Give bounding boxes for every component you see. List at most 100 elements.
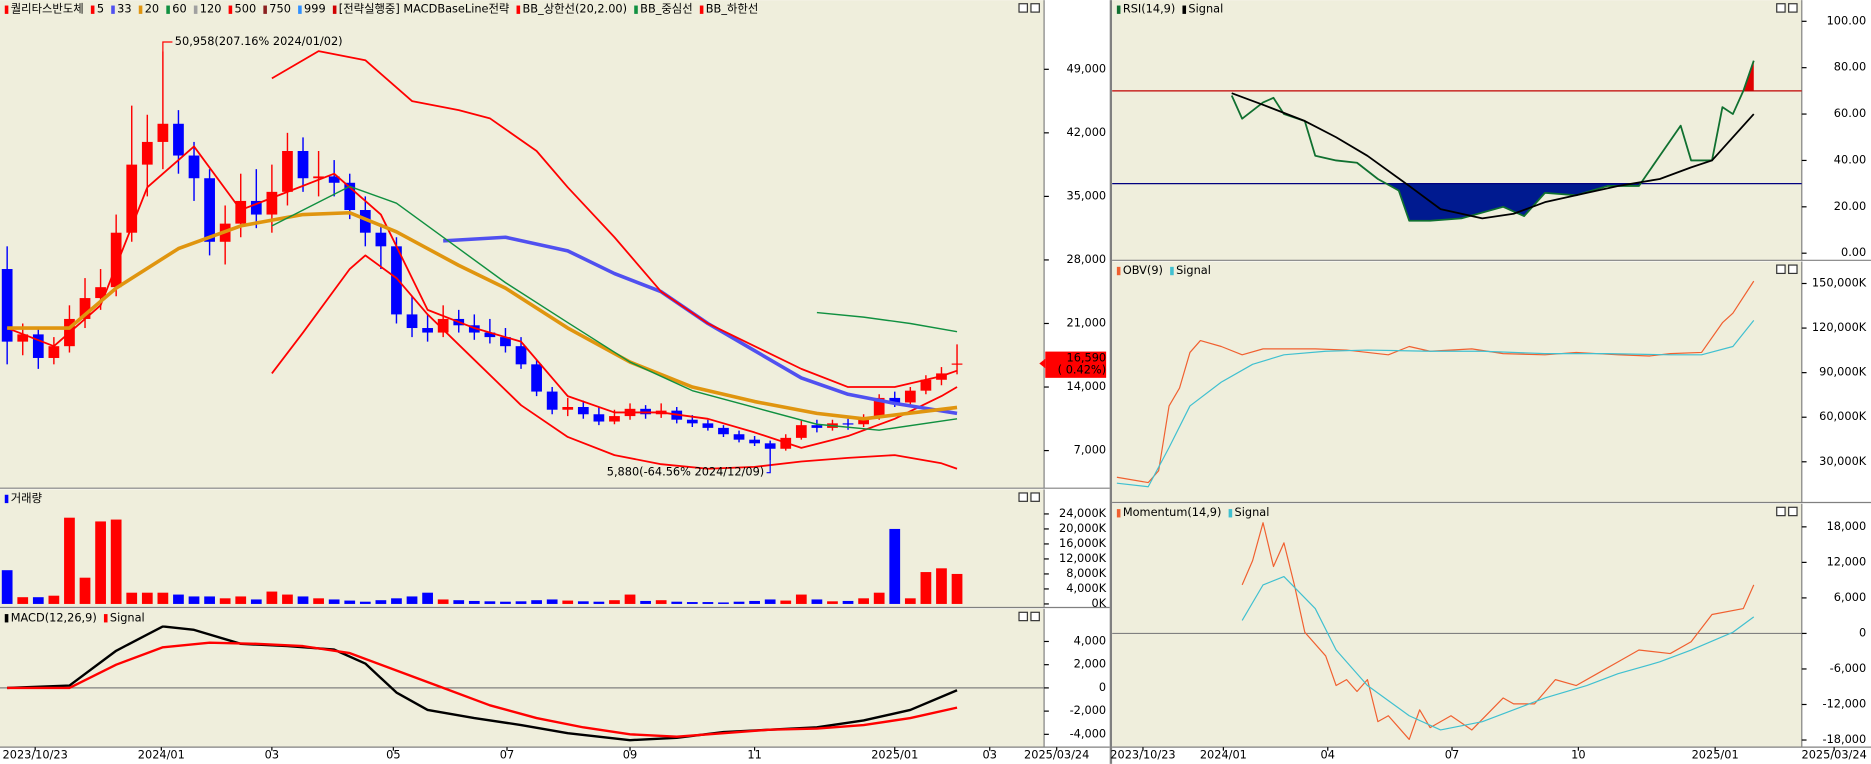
series-line [1241,522,1755,741]
volume-bar [110,519,122,604]
series-line [271,50,958,388]
series-line [271,254,958,470]
y-tick-label: 0K [1091,596,1106,610]
series-line [1116,319,1755,488]
volume-bar [640,600,651,604]
axis-bg [1801,0,1871,261]
legend-swatch [1116,266,1121,276]
volume-bar [313,598,324,604]
y-tick-label: -6,000 [1830,661,1867,675]
candle-body [733,434,745,440]
candle-body [79,298,91,319]
y-tick-label: 12,000 [1827,554,1867,568]
y-tick-label: 35,000 [1066,188,1106,202]
x-tick-label: 07 [500,747,514,761]
candle-body [640,408,651,415]
volume-bar [282,594,293,604]
legend-label: 33 [117,2,131,16]
candle-body [842,423,854,425]
legend-swatch [4,5,9,14]
panel-icon [1030,492,1040,502]
panel-bg [1112,503,1802,748]
candle-body [110,232,122,288]
candle-body [95,287,106,299]
legend-label: Signal [1188,2,1223,16]
candle-body [951,363,963,365]
candle-body [32,334,44,358]
candle-body [920,379,932,391]
legend-swatch [1116,5,1121,14]
y-tick-label: 80.00 [1834,60,1866,74]
volume-bar [858,598,869,604]
x-tick-label: 2023/10/23 [3,747,68,761]
candle-body [17,334,29,342]
candle-body [173,123,184,156]
panel-icon [1018,492,1028,502]
y-tick-label: 18,000 [1827,519,1867,533]
volume-bar [235,596,247,604]
volume-bar [48,595,60,604]
annotation-pointer [766,460,771,474]
legend-label: 999 [304,2,326,16]
plot [1112,522,1802,741]
legend-swatch [166,5,170,14]
volume-bar [1,570,13,604]
volume-bar [780,600,792,604]
series-line [1231,92,1755,220]
legend-label: Momentum(14,9) [1123,505,1222,519]
volume-bar [889,528,901,604]
series-line [7,210,958,421]
y-tick-label: -2,000 [1070,703,1107,717]
candle-body [126,164,138,233]
y-tick-label: 12,000K [1059,551,1107,565]
legend-swatch [111,5,115,14]
candle-body [764,443,776,449]
legend-label: RSI(14,9) [1123,2,1175,16]
volume-bar [453,600,465,604]
annotation: 50,958(207.16% 2024/01/02) [175,34,343,48]
legend-label: 120 [200,2,222,16]
plot [1116,280,1755,488]
volume-bar [188,596,200,604]
legend-swatch [4,494,9,504]
panel-icon [1788,506,1798,517]
annotation-pointer [162,41,173,52]
volume-bar [406,596,418,604]
candle-body [562,407,574,410]
volume-bar [328,599,340,604]
legend-label: BB_상한선(20,2.00) [522,2,627,16]
panel-icon [1018,3,1028,13]
volume-bar [718,602,729,604]
x-tick-label: 2023/10/23 [1110,747,1175,761]
panel-icon [1018,611,1028,622]
legend-swatch [1170,266,1174,276]
candle-body [250,200,262,215]
y-tick-label: 150,000K [1812,275,1867,289]
volume-bar [173,594,184,604]
y-tick-label: 90,000K [1819,365,1867,379]
legend-swatch [263,5,267,14]
volume-bar [811,599,823,604]
y-tick-label: 20,000K [1059,521,1107,535]
panel-bg [1112,261,1802,503]
y-tick-label: 7,000 [1074,443,1106,457]
volume-bar [359,601,371,604]
volume-bar [391,598,402,604]
axis-bg [1801,503,1871,748]
y-tick-label: 0 [1859,625,1866,639]
volume-bar [873,592,885,604]
volume-bar [546,599,558,604]
volume-bar [95,521,106,604]
y-tick-label: 16,000K [1059,536,1107,550]
candle-body [873,397,885,418]
x-tick-label: 03 [983,747,997,761]
legend-swatch [90,5,95,14]
volume-bar [219,598,231,604]
x-tick-label: 07 [1445,747,1459,761]
series-line [1241,575,1755,731]
volume-bar [562,600,574,604]
x-tick-label: 2025/03/24 [1024,747,1089,761]
annotation: 5,880(-64.56% 2024/12/09) [607,465,764,479]
candle-body [297,151,309,179]
